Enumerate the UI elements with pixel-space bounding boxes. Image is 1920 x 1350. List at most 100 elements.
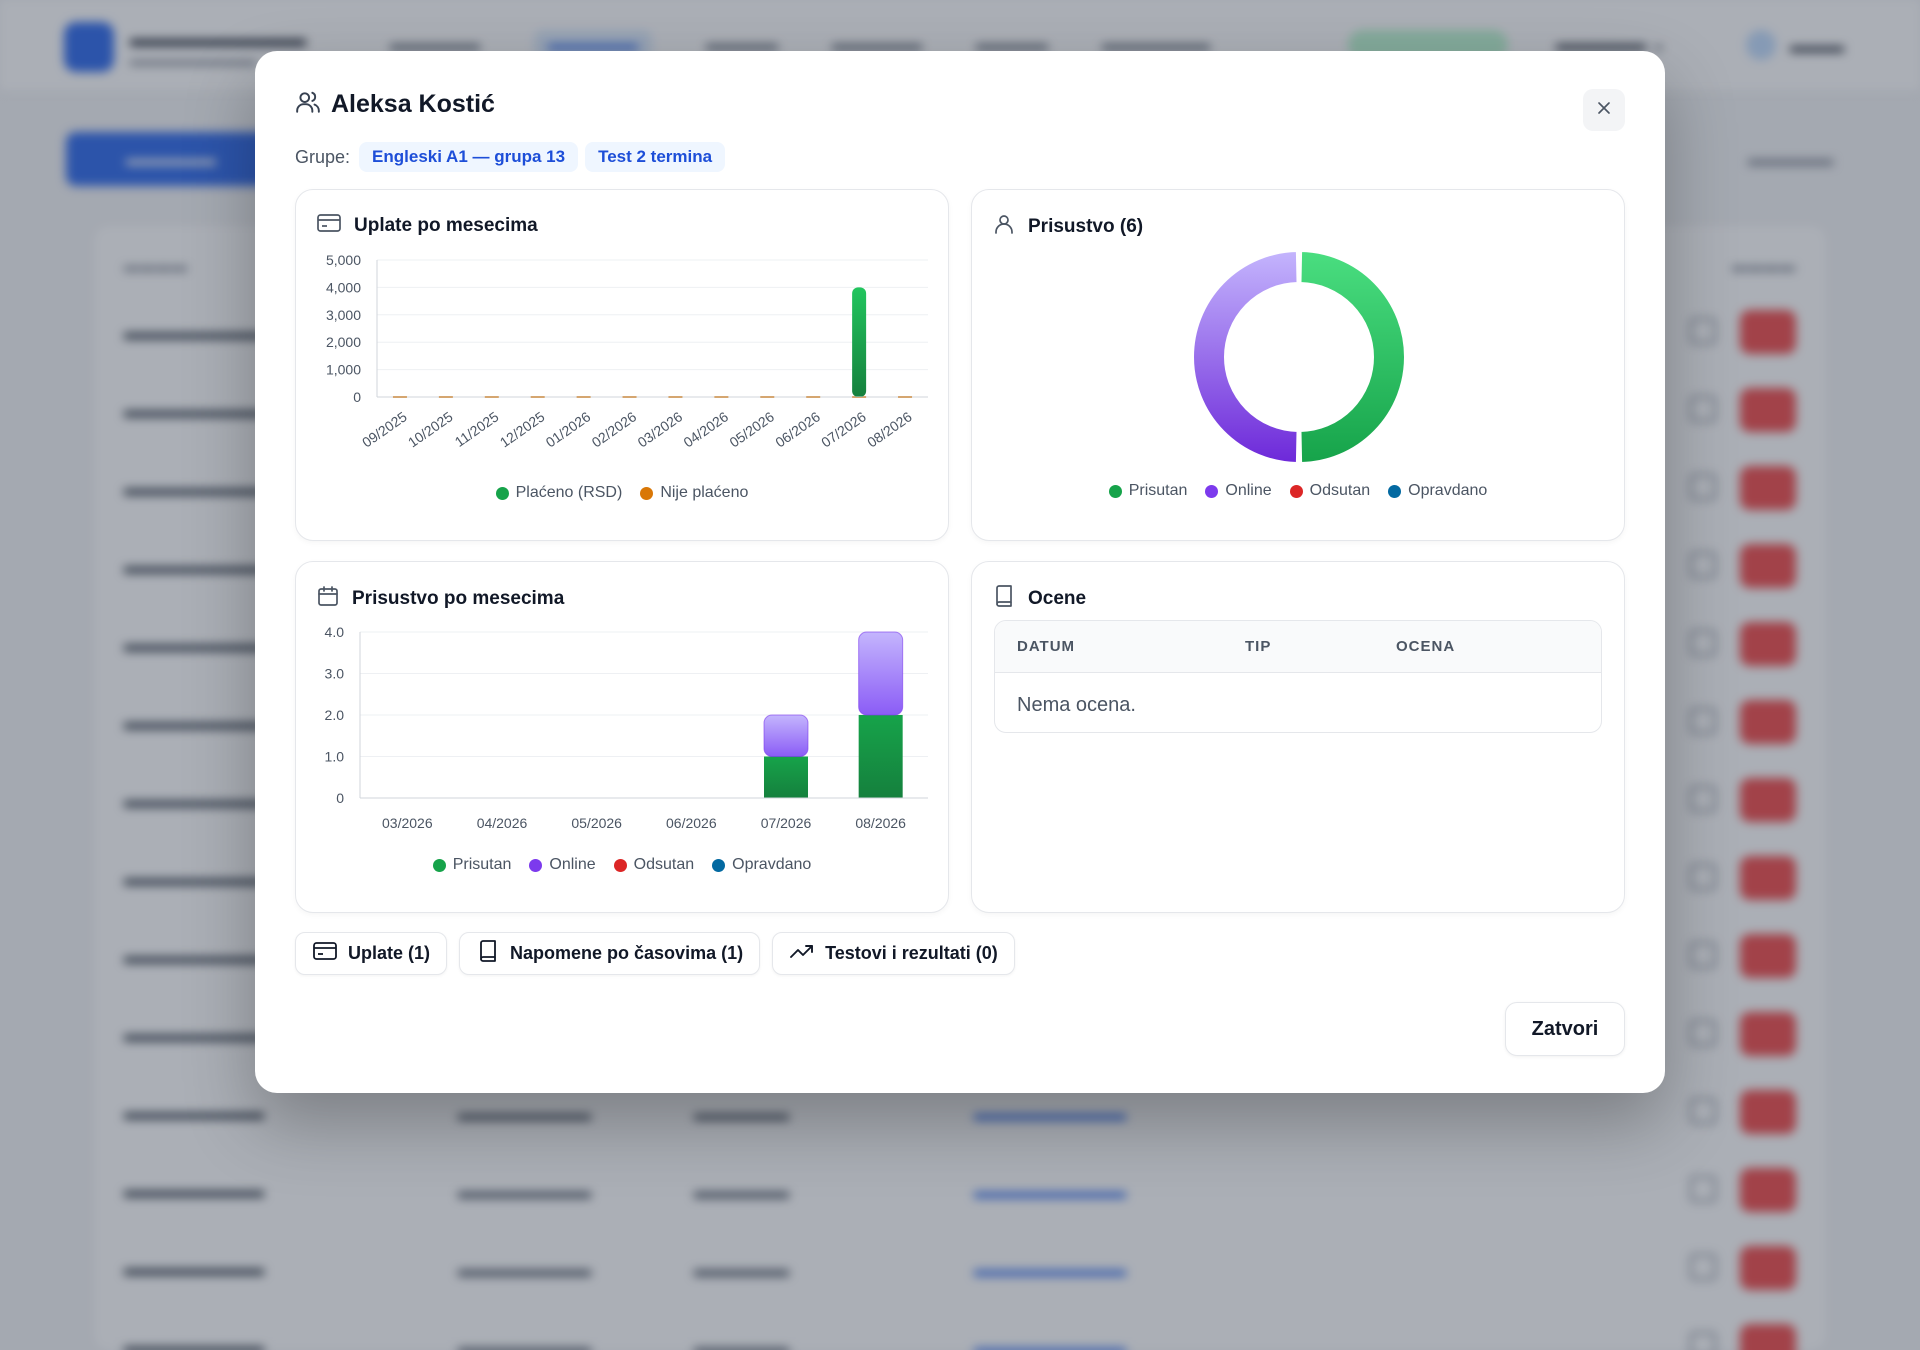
legend-item[interactable]: Online <box>1205 482 1272 500</box>
monthly-attendance-legend: Prisutan Online Odsutan Opravdano <box>296 856 948 874</box>
x-tick-label: 02/2026 <box>589 408 640 450</box>
legend-label: Online <box>549 856 596 873</box>
legend-dot <box>529 858 543 872</box>
tab-payments[interactable]: Uplate (1) <box>295 932 448 975</box>
bg-avatar <box>1746 30 1776 60</box>
legend-dot <box>640 486 654 500</box>
monthly-attendance-card-header: Prisustvo po mesecima <box>316 584 564 613</box>
legend-label: Odsutan <box>1309 482 1371 499</box>
x-tick-label: 08/2026 <box>864 408 915 450</box>
attendance-card: Prisustvo (6) Prisutan Online Odsutan Op… <box>971 189 1625 541</box>
bg-action-button: ▬▬▬▬▬ <box>66 132 286 186</box>
credit-card-icon <box>312 940 338 967</box>
book-icon <box>476 939 500 968</box>
bg-table-row: ▬▬▬▬▬▬▬▬▬▬▬▬▬▬▬▬▬▬▬▬▬▬▬▬▬▬▬ <box>94 1232 1826 1310</box>
attendance-legend: Prisutan Online Odsutan Opravdano <box>972 482 1624 500</box>
monthly-attendance-card-title: Prisustvo po mesecima <box>352 587 565 609</box>
x-tick-label: 03/2026 <box>382 815 433 831</box>
y-tick-label: 3.0 <box>325 666 345 682</box>
legend-label: Plaćeno (RSD) <box>515 484 623 501</box>
legend-item[interactable]: Opravdano <box>712 856 811 874</box>
legend-label: Opravdano <box>1408 482 1488 499</box>
bar-paid-07/2026 <box>852 287 867 397</box>
bar-prisutan-08/2026 <box>858 715 903 798</box>
attendance-card-title: Prisustvo (6) <box>1028 215 1144 237</box>
close-button[interactable] <box>1583 89 1625 131</box>
groups-label: Grupe: <box>295 146 351 167</box>
y-tick-label: 1,000 <box>326 362 361 378</box>
bg-count: ▬▬▬▬▬ <box>1748 150 1833 169</box>
x-tick-label: 04/2026 <box>680 408 731 450</box>
column-header-type[interactable]: TIP <box>1245 638 1272 655</box>
payments-chart: 0 1,000 2,000 3,000 4,000 5,000 09/202510/2025… <box>326 252 928 450</box>
x-tick-label: 12/2025 <box>497 408 548 450</box>
legend-item[interactable]: Prisutan <box>432 856 512 874</box>
monthly-attendance-card: 0 1.0 2.0 3.0 4.0 03/2026 04/2026 05/2026 06/202… <box>295 561 949 913</box>
y-tick-label: 4,000 <box>326 279 361 295</box>
x-tick-label: 05/2026 <box>571 815 622 831</box>
legend-label: Online <box>1225 482 1272 499</box>
bg-user2: ▬▬▬ <box>1790 36 1844 56</box>
legend-dot <box>712 858 726 872</box>
bg-th: ▬▬▬▬ <box>124 258 188 275</box>
attendance-donut-chart <box>1192 250 1406 464</box>
legend-item[interactable]: Plaćeno (RSD) <box>495 484 623 502</box>
x-tick-label: 07/2026 <box>818 408 869 450</box>
x-tick-label: 09/2025 <box>359 408 410 450</box>
x-tick-label: 07/2026 <box>761 815 812 831</box>
user-icon <box>992 212 1016 241</box>
monthly-attendance-chart: 0 1.0 2.0 3.0 4.0 03/2026 04/2026 05/2026 06/202… <box>325 624 928 831</box>
bg-user: ▬▬▬▬▬ ⌄ <box>1556 34 1667 54</box>
payments-card-title: Uplate po mesecima <box>354 214 538 236</box>
x-tick-label: 03/2026 <box>635 408 686 450</box>
bg-table-row: ▬▬▬▬▬▬▬▬▬▬▬▬▬▬▬▬▬▬▬▬▬▬▬▬▬▬▬ <box>94 1310 1826 1350</box>
donut-slice-prisutan <box>1299 250 1406 464</box>
legend-dot <box>613 858 627 872</box>
legend-label: Opravdano <box>732 856 812 873</box>
grades-card-title: Ocene <box>1028 587 1087 609</box>
legend-dot <box>1388 484 1402 498</box>
legend-label: Prisutan <box>452 856 512 873</box>
calendar-icon <box>316 584 340 613</box>
group-chip[interactable]: Engleski A1 — grupa 13 <box>359 142 579 172</box>
legend-item[interactable]: Nije plaćeno <box>640 484 748 502</box>
x-tick-label: 05/2026 <box>726 408 777 450</box>
y-tick-label: 2,000 <box>326 334 361 350</box>
bg-th: ▬▬▬▬ <box>1732 258 1796 275</box>
x-tick-label: 10/2025 <box>405 408 456 450</box>
y-tick-label: 1.0 <box>325 749 345 765</box>
group-chip[interactable]: Test 2 termina <box>585 142 726 172</box>
legend-item[interactable]: Opravdano <box>1388 482 1487 500</box>
column-header-date[interactable]: DATUM <box>1017 638 1076 655</box>
tab-tests-results[interactable]: Testovi i rezultati (0) <box>772 932 1015 975</box>
tab-label: Napomene po časovima (1) <box>510 943 744 963</box>
legend-item[interactable]: Prisutan <box>1108 482 1187 500</box>
credit-card-icon <box>316 212 342 239</box>
bar-online-08/2026 <box>858 631 904 716</box>
bar-online-07/2026 <box>763 714 809 757</box>
payments-card-header: Uplate po mesecima <box>316 212 538 239</box>
bg-brand-sub: ▬▬▬▬▬▬▬▬▬ <box>130 52 256 68</box>
y-tick-label: 2.0 <box>325 707 345 723</box>
bg-brand: ▬▬▬▬▬▬▬▬ <box>130 26 306 51</box>
book-icon <box>992 584 1016 613</box>
close-modal-button[interactable]: Zatvori <box>1505 1002 1625 1056</box>
close-icon <box>1594 98 1614 123</box>
bg-table-row: ▬▬▬▬▬▬▬▬▬▬▬▬▬▬▬▬▬▬▬▬▬▬▬▬▬▬▬ <box>94 1154 1826 1232</box>
attendance-card-header: Prisustvo (6) <box>992 212 1143 241</box>
legend-item[interactable]: Odsutan <box>613 856 694 874</box>
bg-logo <box>64 22 114 72</box>
legend-label: Nije plaćeno <box>660 484 749 501</box>
student-name: Aleksa Kostić <box>331 90 495 118</box>
trending-up-icon <box>789 940 815 967</box>
x-tick-label: 01/2026 <box>543 408 594 450</box>
legend-item[interactable]: Odsutan <box>1289 482 1371 500</box>
grades-card: Ocene DATUM TIP OCENA Nema ocena. <box>971 561 1625 913</box>
student-detail-modal: Aleksa Kostić Grupe: Engleski A1 — grupa… <box>255 51 1665 1093</box>
x-tick-label: 04/2026 <box>477 815 528 831</box>
y-tick-label: 0 <box>336 790 344 806</box>
legend-item[interactable]: Online <box>529 856 596 874</box>
x-tick-label: 06/2026 <box>772 408 823 450</box>
tab-lesson-notes[interactable]: Napomene po časovima (1) <box>459 932 761 975</box>
column-header-grade[interactable]: OCENA <box>1396 638 1456 655</box>
